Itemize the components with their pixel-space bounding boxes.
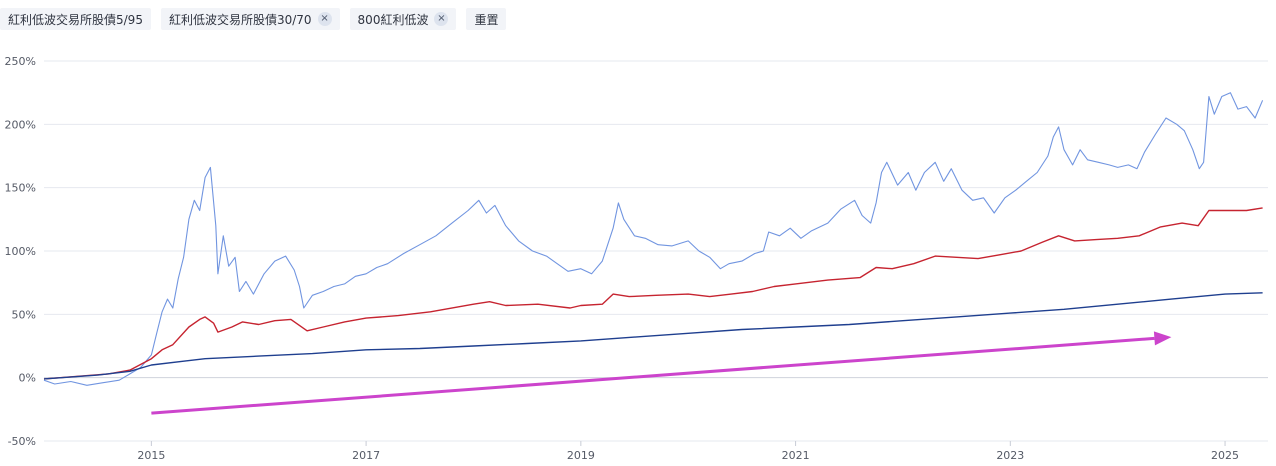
reset-button[interactable]: 重置 xyxy=(466,8,507,30)
series-line-0 xyxy=(43,92,1264,386)
y-axis: -50% 0% 50% 100% 150% 200% 250% xyxy=(5,55,36,448)
grid xyxy=(44,60,1268,442)
y-tick-label: 250% xyxy=(5,55,36,68)
y-tick-label: -50% xyxy=(8,435,36,448)
annotation xyxy=(151,331,1172,415)
close-icon[interactable]: × xyxy=(434,12,449,26)
x-tick-label: 2025 xyxy=(1211,449,1239,462)
x-tick-label: 2017 xyxy=(352,449,380,462)
x-tick-label: 2023 xyxy=(996,449,1024,462)
x-axis: 2015 2017 2019 2021 2023 2025 xyxy=(137,441,1239,462)
legend-item-30-70[interactable]: 紅利低波交易所股債30/70 × xyxy=(160,8,340,30)
y-tick-label: 150% xyxy=(5,182,36,195)
close-icon[interactable]: × xyxy=(317,12,332,26)
x-tick-label: 2015 xyxy=(137,449,165,462)
legend-item-label: 紅利低波交易所股債30/70 xyxy=(168,12,312,27)
legend-item-5-95[interactable]: 紅利低波交易所股債5/95 xyxy=(0,8,151,30)
series-line-1 xyxy=(43,207,1263,380)
annotation-arrow-shaft xyxy=(151,336,1155,415)
legend-bar: 紅利低波交易所股債5/95 紅利低波交易所股債30/70 × 800紅利低波 ×… xyxy=(0,8,507,30)
series-group xyxy=(43,92,1264,386)
annotation-arrow-head xyxy=(1153,331,1172,346)
y-tick-label: 0% xyxy=(19,372,36,385)
y-tick-label: 100% xyxy=(5,245,36,258)
series-line-2 xyxy=(43,292,1263,380)
legend-item-label: 800紅利低波 xyxy=(357,12,429,27)
x-tick-label: 2021 xyxy=(782,449,810,462)
legend-item-label: 紅利低波交易所股債5/95 xyxy=(8,12,143,27)
y-tick-label: 50% xyxy=(12,308,36,321)
x-tick-label: 2019 xyxy=(567,449,595,462)
legend-item-800[interactable]: 800紅利低波 × xyxy=(349,8,457,30)
y-tick-label: 200% xyxy=(5,118,36,131)
